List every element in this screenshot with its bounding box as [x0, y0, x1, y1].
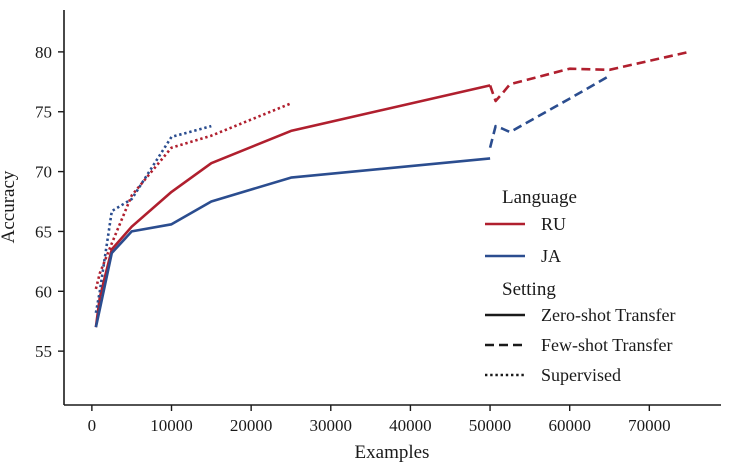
y-tick-label: 70: [35, 163, 52, 182]
series-line-ru-zero: [94, 84, 491, 328]
legend-title-setting: Setting: [502, 279, 556, 300]
x-tick-label: 20000: [230, 416, 273, 435]
x-tick-label: 0: [88, 416, 97, 435]
y-tick-label: 75: [35, 103, 52, 122]
y-tick-label: 60: [35, 282, 52, 301]
series-line-ja-sup: [94, 124, 212, 314]
y-axis-title: Accuracy: [0, 170, 19, 243]
legend-label-ru: RU: [541, 214, 566, 234]
x-tick-label: 60000: [548, 416, 591, 435]
series-line-ru-few: [488, 50, 690, 103]
series-line-ru-sup: [94, 102, 292, 290]
axes: [63, 10, 721, 406]
legend-label-supervised: Supervised: [541, 365, 621, 385]
x-tick-label: 50000: [469, 416, 512, 435]
series-line-ja-zero: [94, 157, 491, 328]
y-tick-label: 65: [35, 222, 52, 241]
x-tick-label: 70000: [628, 416, 671, 435]
legend-label-zero-shot: Zero-shot Transfer: [541, 305, 675, 325]
y-tick-label: 55: [35, 342, 52, 361]
y-tick-label: 80: [35, 43, 52, 62]
legend-label-ja: JA: [541, 246, 561, 266]
legend: Language RU JA Setting Zero-shot Transfe…: [485, 187, 675, 385]
legend-label-few-shot: Few-shot Transfer: [541, 335, 673, 355]
x-tick-label: 10000: [150, 416, 193, 435]
x-tick-label: 30000: [310, 416, 353, 435]
series-layer: [94, 50, 690, 328]
ticks: 0 10000 20000 30000 40000 50000 60000 70000 55 60…: [35, 43, 671, 435]
legend-title-language: Language: [502, 187, 577, 208]
x-axis-title: Examples: [355, 442, 430, 463]
x-tick-label: 40000: [389, 416, 432, 435]
series-line-ja-few: [488, 74, 611, 149]
